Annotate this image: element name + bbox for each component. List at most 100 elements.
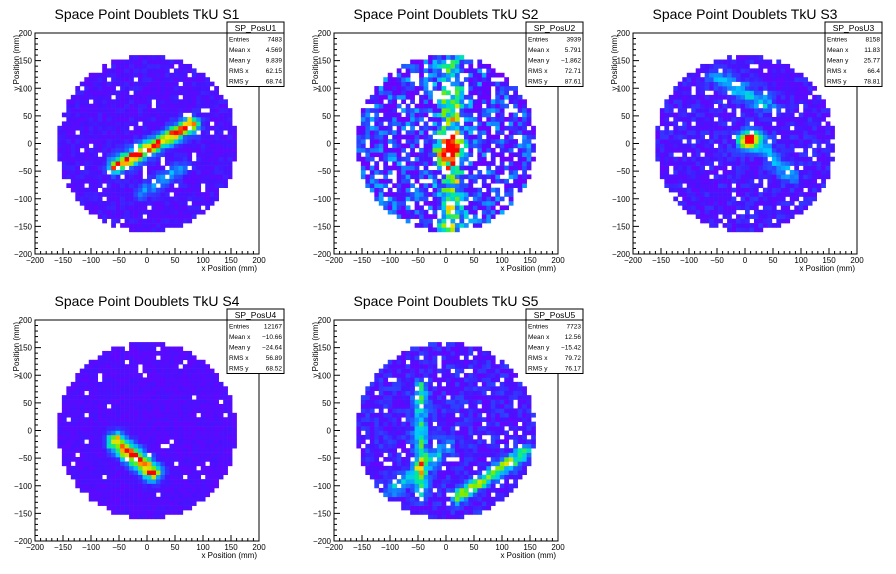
histogram-bin [673,161,679,166]
histogram-bin [151,510,157,515]
histogram-bin [120,147,125,153]
histogram-bin [214,474,219,480]
histogram-bin [115,426,121,431]
histogram-bin [84,143,90,149]
histogram-bin [709,196,714,202]
histogram-bin [138,412,143,418]
histogram-bin [102,125,107,131]
histogram-bin [401,77,406,82]
histogram-bin [124,377,130,383]
histogram-bin [173,505,179,511]
histogram-bin [526,147,532,153]
histogram-bin [454,125,460,131]
histogram-bin [205,487,211,493]
histogram-bin [124,170,130,175]
histogram-bin [164,196,170,202]
histogram-bin [66,147,72,153]
histogram-bin [205,156,211,162]
histogram-bin [191,214,197,219]
histogram-bin [129,421,134,427]
histogram-bin [164,112,170,118]
histogram-bin [111,483,116,489]
histogram-bin [61,152,67,158]
histogram-bin [517,94,523,100]
histogram-bin [423,165,429,171]
histogram-bin [151,134,157,140]
histogram-bin [178,223,184,228]
histogram-bin [825,152,831,158]
histogram-bin [655,139,661,144]
histogram-bin [196,196,202,202]
histogram-bin [120,108,125,113]
histogram-bin [486,94,492,100]
histogram-bin [223,174,228,180]
histogram-bin [414,205,420,211]
histogram-bin [387,192,393,197]
histogram-bin [762,170,768,175]
histogram-bin [677,99,683,105]
histogram-bin [830,134,835,140]
histogram-bin [182,90,188,96]
histogram-bin [79,457,85,462]
histogram-bin [830,130,835,135]
histogram-bin [205,457,211,462]
histogram-bin [437,205,442,211]
histogram-bin [160,421,166,427]
histogram-bin [745,125,750,131]
histogram-bin [84,152,90,158]
histogram-bin [499,94,505,100]
histogram-bin [419,130,424,135]
histogram-bin [106,390,112,396]
histogram-bin [419,218,424,224]
histogram-bin [138,359,143,365]
histogram-bin [472,134,478,140]
histogram-bin [75,386,81,392]
histogram-bin [169,165,175,171]
histogram-bin [731,116,737,122]
histogram-bin [749,205,755,211]
histogram-bin [205,474,211,480]
histogram-bin [187,86,193,91]
histogram-bin [428,174,433,180]
histogram-bin [499,99,505,105]
histogram-bin [138,474,143,480]
histogram-bin [97,474,103,480]
histogram-bin [767,147,773,153]
histogram-bin [709,152,714,158]
histogram-bin [173,426,179,431]
histogram-bin [686,103,692,109]
histogram-bin [736,183,741,188]
histogram-bin [369,134,375,140]
histogram-bin [124,403,130,409]
histogram-bin [97,465,103,471]
histogram-bin [664,99,670,105]
histogram-bin [740,59,746,65]
histogram-bin [454,103,460,109]
histogram-bin [120,112,125,118]
histogram-bin [151,94,157,100]
histogram-bin [785,112,791,118]
histogram-bin [682,77,688,82]
histogram-bin [124,381,130,387]
histogram-bin [780,86,786,91]
histogram-bin [84,125,90,131]
histogram-bin [468,209,474,215]
histogram-bin [517,125,523,131]
histogram-bin [133,359,139,365]
histogram-bin [499,143,505,149]
histogram-bin [147,196,152,202]
histogram-bin [387,77,393,82]
histogram-bin [387,209,393,215]
histogram-bin [178,395,184,400]
histogram-bin [767,112,773,118]
histogram-bin [160,342,166,347]
histogram-bin [526,143,532,149]
histogram-bin [472,139,478,144]
histogram-bin [762,156,768,162]
histogram-bin [749,103,755,109]
histogram-bin [196,192,202,197]
histogram-bin [93,72,99,78]
histogram-bin [200,359,206,365]
histogram-bin [405,139,411,144]
histogram-bin [758,183,764,188]
